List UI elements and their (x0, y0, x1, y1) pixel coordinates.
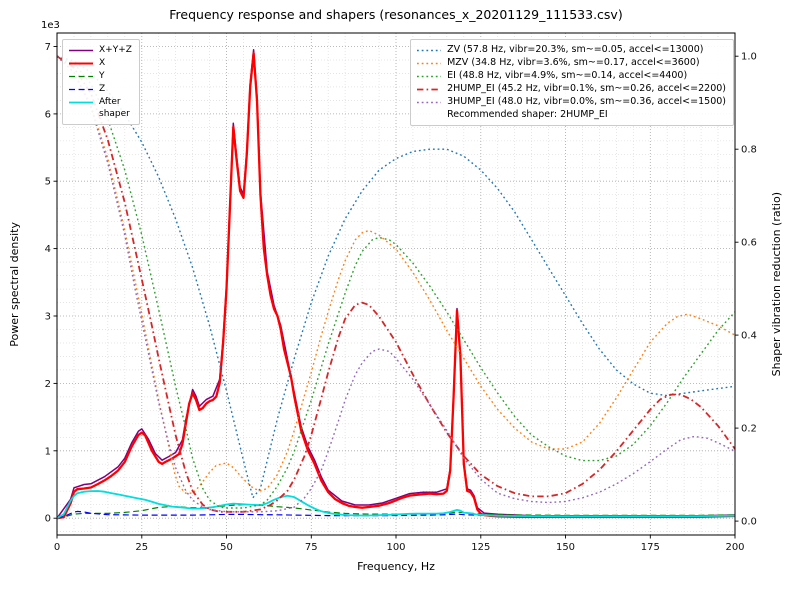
legend-entry: MZV (34.8 Hz, vibr=3.6%, sm~=0.17, accel… (416, 57, 726, 69)
legend-entry: 2HUMP_EI (45.2 Hz, vibr=0.1%, sm~=0.26, … (416, 83, 726, 95)
axis-ticks: 0 25 50 75 100 125 150 175 200 0 1 2 3 4 5 6 7 0.0 0.2 0.4 0… (45, 42, 757, 553)
series-zv (57, 55, 735, 499)
legend-label: Z (99, 84, 106, 94)
y-axis-label-right: Shaper vibration reduction (ratio) (770, 191, 783, 377)
chart-title: Frequency response and shapers (resonanc… (169, 7, 623, 22)
legend-label: X+Y+Z (99, 45, 132, 55)
legend-psd: X+Y+Z X Y Z After shaper (62, 39, 140, 125)
series-mzv (57, 55, 735, 494)
svg-text:1.0: 1.0 (741, 52, 757, 63)
svg-text:75: 75 (305, 542, 318, 553)
legend-label: After shaper (99, 97, 130, 119)
svg-text:0.2: 0.2 (741, 424, 757, 435)
y-axis-offset-label: 1e3 (41, 20, 60, 31)
svg-text:2: 2 (45, 379, 51, 390)
svg-text:200: 200 (725, 542, 744, 553)
svg-text:150: 150 (556, 542, 575, 553)
svg-text:0.8: 0.8 (741, 145, 757, 156)
line-sample-after-shaper (68, 96, 94, 107)
legend-label: MZV (34.8 Hz, vibr=3.6%, sm~=0.17, accel… (447, 57, 700, 68)
line-sample-2hump-ei (416, 83, 442, 94)
line-sample-x (68, 57, 94, 68)
legend-shapers: ZV (57.8 Hz, vibr=20.3%, sm~=0.05, accel… (410, 39, 734, 126)
svg-text:25: 25 (135, 542, 148, 553)
legend-entry: Y (68, 70, 132, 82)
svg-text:5: 5 (45, 177, 51, 188)
legend-label: X (99, 58, 106, 68)
legend-entry: EI (48.8 Hz, vibr=4.9%, sm~=0.14, accel<… (416, 70, 726, 82)
svg-text:175: 175 (641, 542, 660, 553)
svg-text:0.0: 0.0 (741, 517, 757, 528)
legend-label: 2HUMP_EI (45.2 Hz, vibr=0.1%, sm~=0.26, … (447, 83, 726, 94)
line-sample-z (68, 83, 94, 94)
legend-spacer (416, 109, 442, 120)
svg-text:50: 50 (220, 542, 233, 553)
legend-label: Recommended shaper: 2HUMP_EI (447, 109, 608, 120)
legend-entry: After shaper (68, 96, 132, 120)
svg-text:1: 1 (45, 446, 51, 457)
line-sample-sum (68, 44, 94, 55)
line-sample-zv (416, 44, 442, 55)
legend-label: EI (48.8 Hz, vibr=4.9%, sm~=0.14, accel<… (447, 70, 688, 81)
series-group (57, 49, 735, 520)
legend-label: ZV (57.8 Hz, vibr=20.3%, sm~=0.05, accel… (447, 44, 704, 55)
legend-label: 3HUMP_EI (48.0 Hz, vibr=0.0%, sm~=0.36, … (447, 96, 726, 107)
x-axis-label: Frequency, Hz (357, 560, 435, 573)
series-y (57, 504, 735, 519)
legend-label: Y (99, 71, 105, 81)
line-sample-y (68, 70, 94, 81)
series-2hump-ei (57, 55, 735, 513)
series-3hump-ei (57, 55, 735, 513)
legend-entry: Z (68, 83, 132, 95)
svg-text:0: 0 (54, 542, 60, 553)
legend-entry: 3HUMP_EI (48.0 Hz, vibr=0.0%, sm~=0.36, … (416, 96, 726, 108)
svg-text:0.4: 0.4 (741, 331, 757, 342)
line-sample-3hump-ei (416, 96, 442, 107)
svg-text:0: 0 (45, 514, 51, 525)
series-after-shaper (57, 490, 735, 519)
svg-text:7: 7 (45, 42, 51, 53)
svg-text:4: 4 (45, 244, 51, 255)
svg-text:0.6: 0.6 (741, 238, 757, 249)
svg-text:6: 6 (45, 109, 51, 120)
svg-text:100: 100 (386, 542, 405, 553)
line-sample-ei (416, 70, 442, 81)
legend-entry: ZV (57.8 Hz, vibr=20.3%, sm~=0.05, accel… (416, 44, 726, 56)
svg-text:3: 3 (45, 312, 51, 323)
legend-entry: X (68, 57, 132, 69)
line-sample-mzv (416, 57, 442, 68)
svg-text:125: 125 (471, 542, 490, 553)
series-x (57, 52, 735, 520)
legend-entry: Recommended shaper: 2HUMP_EI (416, 109, 726, 121)
y-axis-label-left: Power spectral density (8, 221, 21, 347)
legend-entry: X+Y+Z (68, 44, 132, 56)
